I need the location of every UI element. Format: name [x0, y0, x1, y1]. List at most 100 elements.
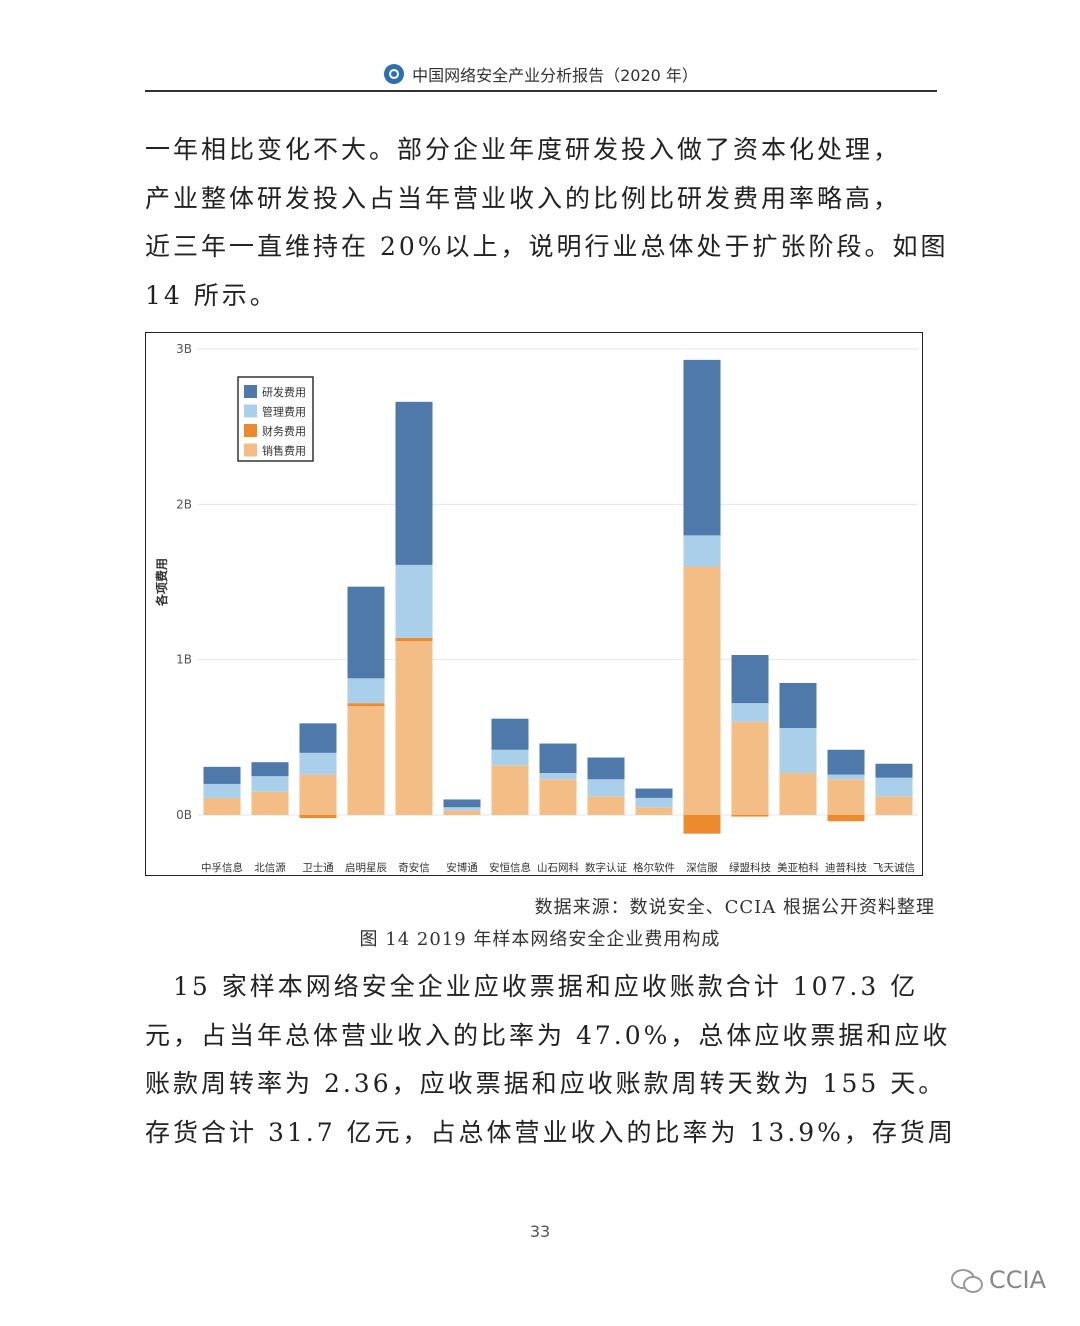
- bar-segment: [875, 763, 913, 778]
- x-tick-label: 奇安信: [398, 861, 430, 874]
- x-tick-label: 绿盟科技: [729, 861, 771, 874]
- header-title-wrap: 中国网络安全产业分析报告（2020 年）: [384, 62, 698, 86]
- bar-segment: [587, 796, 625, 815]
- x-tick-label: 卫士通: [302, 861, 334, 874]
- legend-swatch: [244, 385, 257, 398]
- ccia-logo-icon: [384, 64, 405, 84]
- wechat-icon: [950, 1267, 983, 1293]
- bar-segment: [827, 779, 865, 815]
- bar-segment: [539, 773, 577, 780]
- source-caption: 数据来源：数说安全、CCIA 根据公开资料整理: [534, 897, 935, 918]
- paragraph-line: 15 家样本网络安全企业应收票据和应收账款合计 107.3 亿: [145, 972, 919, 1001]
- bar-segment: [683, 535, 721, 567]
- paragraph-line: 近三年一直维持在 20%以上，说明行业总体处于扩张阶段。如图: [145, 232, 949, 261]
- legend-label: 研发费用: [262, 385, 306, 399]
- bar-segment: [299, 815, 337, 819]
- bar-segment: [299, 752, 337, 775]
- bar-segment: [347, 586, 385, 679]
- bar-segment: [731, 703, 769, 722]
- expense-chart: 0B 1B 2B 3B 各项费用中孚信息 北信源 卫士通 启明星辰 奇安信 安博通 安恒信息 山石网科…: [145, 332, 923, 876]
- x-tick-label: 启明星辰: [345, 861, 387, 874]
- paragraph-1: 一年相比变化不大。部分企业年度研发投入做了资本化处理， 产业整体研发投入占当年营…: [145, 126, 949, 320]
- bar-segment: [443, 807, 481, 811]
- bar-segment: [299, 723, 337, 753]
- bar-segment: [587, 757, 625, 780]
- x-tick-label: 深信服: [686, 862, 718, 874]
- legend-swatch: [244, 443, 257, 457]
- x-tick-label: 北信源: [254, 861, 286, 874]
- bar-segment: [875, 777, 913, 797]
- bar-segment: [635, 807, 673, 815]
- bar-segment: [395, 564, 433, 638]
- bar-segment: [299, 774, 337, 815]
- x-tick-label: 数字认证: [585, 861, 627, 874]
- paragraph-2: 15 家样本网络安全企业应收票据和应收账款合计 107.3 亿 元，占当年总体营…: [145, 963, 956, 1157]
- x-tick-label: 迪普科技: [825, 861, 867, 874]
- legend-swatch: [244, 404, 257, 418]
- bar-segment: [635, 788, 673, 798]
- bar-segment: [731, 655, 769, 704]
- legend-label: 财务费用: [262, 424, 306, 438]
- bar-segment: [395, 401, 433, 565]
- bar-segment: [731, 721, 769, 815]
- bar-segment: [683, 815, 721, 834]
- bar-segment: [491, 765, 529, 815]
- bar-segment: [251, 776, 289, 792]
- bar-segment: [443, 799, 481, 808]
- bar-segment: [491, 718, 529, 750]
- bar-segment: [827, 815, 865, 822]
- x-tick-label: 美亚柏科: [777, 861, 819, 874]
- bar-segment: [395, 641, 433, 815]
- paragraph-line: 一年相比变化不大。部分企业年度研发投入做了资本化处理，: [145, 135, 902, 164]
- x-tick-label: 中孚信息: [201, 861, 243, 874]
- paragraph-line: 存货合计 31.7 亿元，占总体营业收入的比率为 13.9%，存货周: [145, 1117, 956, 1147]
- bar-segment: [635, 797, 673, 808]
- bar-segment: [779, 773, 817, 815]
- bar-segment: [491, 749, 529, 766]
- bar-segment: [827, 749, 865, 775]
- bar-segment: [203, 797, 241, 815]
- paragraph-line: 14 所示。: [145, 280, 278, 310]
- y-axis-label: 各项费用: [154, 558, 169, 607]
- header-title: 中国网络安全产业分析报告（2020 年）: [412, 66, 698, 85]
- bar-segment: [443, 810, 481, 815]
- x-tick-label: 格尔软件: [633, 861, 675, 874]
- bar-segment: [539, 743, 577, 774]
- bar-segment: [251, 791, 289, 815]
- bar-segment: [251, 762, 289, 777]
- bar-segment: [683, 359, 721, 536]
- legend-label: 管理费用: [262, 405, 306, 419]
- legend-swatch: [244, 424, 257, 437]
- bar-segment: [203, 766, 241, 784]
- bar-segment: [587, 779, 625, 797]
- x-tick-label: 飞天诚信: [873, 862, 915, 874]
- bar-segment: [731, 815, 769, 817]
- watermark: CCIA: [950, 1266, 1046, 1294]
- bar-segment: [779, 728, 817, 774]
- bar-segment: [395, 637, 433, 642]
- y-tick-label: 0B: [176, 808, 192, 822]
- paragraph-line: 元，占当年总体营业收入的比率为 47.0%，总体应收票据和应收: [145, 1020, 951, 1050]
- y-tick-label: 3B: [176, 342, 192, 356]
- y-tick-label: 1B: [176, 653, 192, 667]
- legend-label: 销售费用: [262, 444, 306, 458]
- x-tick-label: 山石网科: [537, 861, 579, 874]
- bar-segment: [779, 682, 817, 729]
- page-header: 中国网络安全产业分析报告（2020 年）: [145, 62, 937, 92]
- bar-segment: [827, 774, 865, 780]
- bar-segment: [203, 783, 241, 798]
- x-tick-label: 安博通: [446, 861, 478, 874]
- watermark-text: CCIA: [988, 1266, 1046, 1294]
- bar-segment: [347, 678, 385, 704]
- y-tick-label: 2B: [176, 497, 192, 511]
- x-tick-label: 安恒信息: [489, 861, 531, 874]
- bar-segment: [539, 779, 577, 815]
- bar-segment: [683, 566, 721, 815]
- paragraph-line: 产业整体研发投入占当年营业收入的比例比研发费用率略高，: [145, 183, 902, 213]
- bar-segment: [347, 706, 385, 815]
- bar-segment: [347, 703, 385, 707]
- figure-caption: 图 14 2019 年样本网络安全企业费用构成: [359, 929, 721, 950]
- bar-segment: [875, 796, 913, 815]
- paragraph-line: 账款周转率为 2.36，应收票据和应收账款周转天数为 155 天。: [145, 1069, 947, 1098]
